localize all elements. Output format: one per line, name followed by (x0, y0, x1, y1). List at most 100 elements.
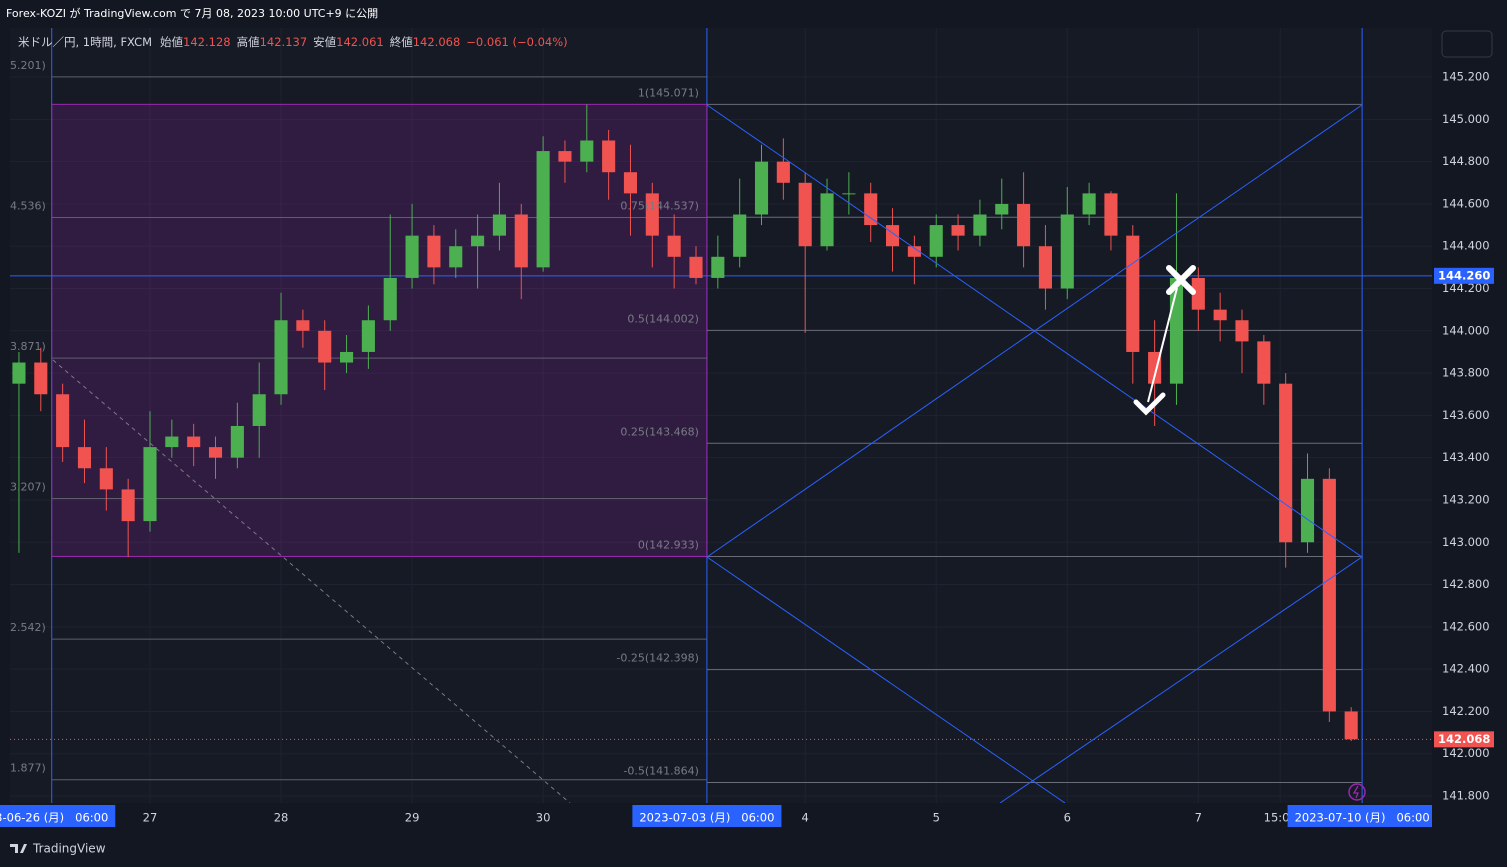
x-tick-highlight (0, 805, 116, 827)
candle-body (471, 235, 485, 247)
price-tag (1434, 731, 1494, 748)
candle-body (754, 161, 769, 215)
candle-body (361, 320, 375, 352)
candle-body (187, 436, 201, 448)
logo: TradingView (10, 842, 106, 856)
y-tick-label: 144.800 (1442, 154, 1490, 168)
candle-body (995, 203, 1009, 215)
candle-body (1300, 478, 1315, 543)
y-tick-label: 143.600 (1442, 408, 1490, 422)
candle-body (383, 277, 397, 321)
candle-body (689, 256, 703, 278)
legend-label: 高値 (237, 35, 260, 49)
candle-body (99, 468, 113, 490)
y-tick-label: 144.200 (1442, 281, 1490, 295)
y-tick-label: 143.400 (1442, 450, 1490, 464)
candle-body (864, 193, 878, 226)
y-tick-label: 144.400 (1442, 239, 1490, 253)
candle-body (1038, 246, 1052, 289)
plot (10, 28, 1432, 803)
candle-body (1191, 277, 1205, 310)
legend-label: 終値 (390, 35, 413, 49)
candle-body (1104, 193, 1118, 236)
trend-line (52, 359, 571, 803)
y-tick-label: 143.800 (1442, 366, 1490, 380)
fib-label: 0.25(143.468) (620, 425, 699, 438)
candle-body (667, 235, 681, 257)
level-label: 5.201) (10, 59, 46, 72)
x-tick-label: 30 (536, 811, 551, 825)
candle-body (907, 246, 921, 257)
y-tick-label: 142.200 (1442, 704, 1490, 718)
fib-label: -0.25(142.398) (616, 652, 699, 665)
x-tick-label: 4 (802, 811, 809, 825)
candle-body (143, 447, 157, 522)
x-tick-highlight (1287, 805, 1432, 827)
candle-body (1344, 711, 1358, 740)
candle-body (1017, 203, 1031, 247)
price-tag-label: 142.068 (1438, 732, 1490, 746)
header: Forex-KOZI が TradingView.com で 7月 08, 20… (6, 6, 378, 20)
x-tick-label: 2023-07-10 (月) 06:00 (1295, 811, 1430, 825)
legend-value: 142.061 (336, 35, 384, 49)
candle-body (34, 362, 48, 395)
candle-body (296, 320, 310, 331)
fib-label: 0(142.933) (638, 538, 699, 551)
candle-body (798, 182, 812, 247)
candle-body (733, 214, 747, 257)
alert-icon (1352, 785, 1359, 799)
legend-value: 142.137 (260, 35, 308, 49)
y-tick-label: 143.200 (1442, 492, 1490, 506)
candle-body (973, 214, 987, 236)
logo-mark (10, 844, 27, 853)
candle-body (580, 140, 594, 162)
x-tick-highlight (632, 805, 782, 827)
x-tick-label: 29 (405, 811, 420, 825)
y-tick-label: 145.200 (1442, 70, 1490, 84)
y-tick-label: 145.000 (1442, 112, 1490, 126)
candle-body (602, 140, 616, 173)
level-label: 4.536) (10, 199, 46, 212)
level-label: 2.542) (10, 621, 46, 634)
price-tag (1434, 267, 1494, 284)
x-tick-label: 6 (1064, 811, 1071, 825)
candle-body (645, 193, 659, 236)
candle-body (929, 225, 943, 257)
x-tick-label: 28 (274, 811, 289, 825)
footer: TradingView (32, 842, 106, 856)
legend-label: 安値 (313, 35, 336, 49)
candle-body (842, 193, 856, 195)
legend: 米ドル／円, 1時間, FXCM 始値142.128 高値142.137 安値142.… (18, 35, 568, 49)
y-tick-label: 142.800 (1442, 577, 1490, 591)
y-tick-label: 144.600 (1442, 196, 1490, 210)
y-tick-label: 142.400 (1442, 662, 1490, 676)
legend-value: 142.128 (183, 35, 231, 49)
x-tick-label: 2023-07-03 (月) 06:00 (639, 811, 774, 825)
candle-body (1235, 320, 1249, 342)
candle-body (492, 214, 506, 236)
candle-body (427, 235, 441, 268)
candle-body (230, 425, 244, 458)
y-tick-label: 142.000 (1442, 746, 1490, 760)
candle-body (514, 214, 528, 268)
candle-body (1279, 383, 1293, 543)
x-tick-label: 5 (933, 811, 940, 825)
gann-line (999, 556, 1363, 803)
candle-body (711, 256, 725, 278)
alert-icon[interactable] (1348, 783, 1366, 801)
candle-body (776, 161, 790, 183)
candle-body (12, 362, 26, 384)
candle-body (1322, 478, 1336, 712)
fib-label: 0.75(144.537) (620, 199, 699, 212)
y-tick-label: 141.800 (1442, 789, 1490, 803)
button[interactable] (1441, 30, 1493, 58)
candle-body (1082, 193, 1096, 215)
candle-body (318, 330, 332, 363)
level-label: 1.877) (10, 762, 46, 775)
y-tick-label: 144.000 (1442, 323, 1490, 337)
legend-change: −0.061 (−0.04%) (466, 35, 567, 49)
x-tick-label: 3-06-26 (月) 06:00 (0, 811, 108, 825)
candle-body (1213, 309, 1227, 321)
